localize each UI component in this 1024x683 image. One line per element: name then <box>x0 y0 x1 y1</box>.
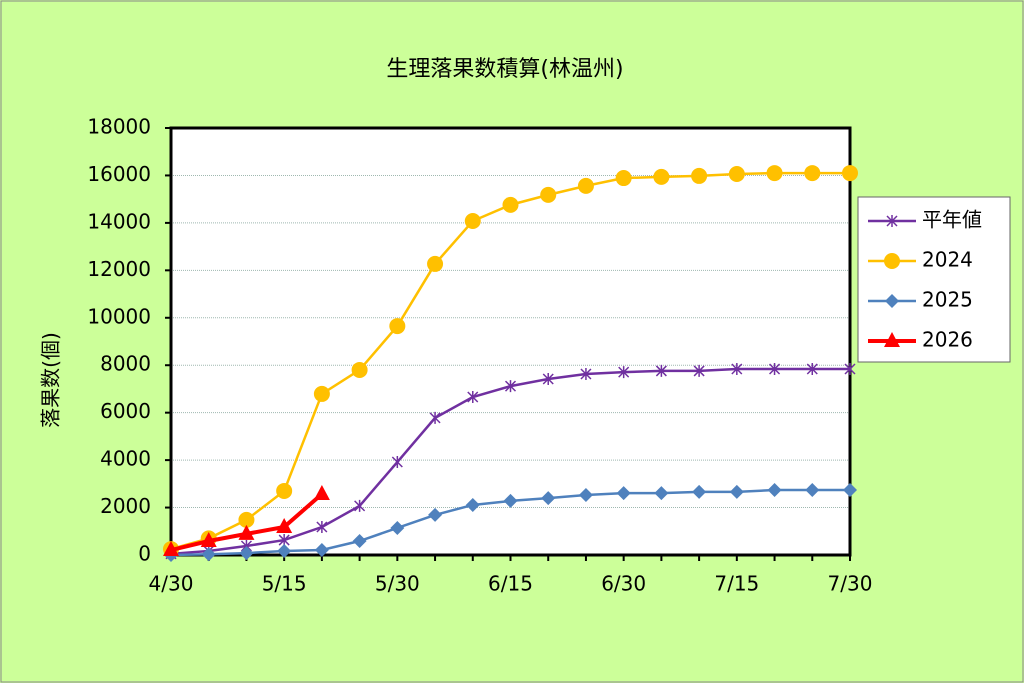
legend-label: 2026 <box>922 328 973 352</box>
marker <box>429 411 441 424</box>
marker <box>239 546 254 561</box>
marker <box>729 484 744 499</box>
y-tick-label: 8000 <box>100 352 151 376</box>
marker <box>313 385 330 402</box>
marker <box>354 499 366 512</box>
marker <box>276 518 293 534</box>
x-tick-label: 6/15 <box>488 572 533 596</box>
marker <box>503 493 518 508</box>
marker <box>843 483 857 498</box>
plot-border <box>169 126 852 557</box>
marker <box>391 456 403 469</box>
marker <box>885 294 899 308</box>
marker <box>728 166 745 183</box>
marker <box>692 484 707 499</box>
x-tick-label: 5/30 <box>375 572 420 596</box>
marker <box>769 363 781 376</box>
marker <box>276 482 293 499</box>
y-tick-label: 0 <box>138 542 151 566</box>
marker <box>427 255 444 272</box>
marker <box>464 212 481 229</box>
marker <box>580 367 592 380</box>
marker <box>654 486 669 501</box>
y-tick-label: 18000 <box>87 115 151 139</box>
y-axis-label: 落果数(個) <box>39 332 63 428</box>
marker <box>844 363 856 376</box>
x-tick-label: 7/15 <box>714 572 759 596</box>
marker <box>504 380 517 393</box>
marker <box>351 361 368 378</box>
marker <box>201 547 216 562</box>
legend-box <box>857 196 1011 363</box>
marker <box>886 215 898 227</box>
marker <box>618 366 630 379</box>
marker <box>428 507 443 522</box>
marker <box>693 364 705 377</box>
y-tick-label: 2000 <box>100 494 151 518</box>
marker <box>653 168 670 185</box>
marker <box>238 524 255 540</box>
marker <box>842 165 858 182</box>
marker <box>731 363 743 376</box>
marker <box>467 391 479 404</box>
marker <box>277 543 292 558</box>
marker <box>502 196 519 213</box>
marker <box>313 485 330 501</box>
x-tick-label: 4/30 <box>149 572 194 596</box>
y-tick-label: 10000 <box>87 304 151 328</box>
marker <box>390 520 405 535</box>
marker <box>884 332 900 347</box>
marker <box>541 491 556 506</box>
marker <box>352 534 367 549</box>
marker <box>805 483 820 498</box>
marker <box>615 170 632 187</box>
marker <box>578 487 593 502</box>
legend-label: 2024 <box>922 248 973 272</box>
marker <box>655 364 667 377</box>
marker <box>616 486 631 501</box>
marker <box>804 165 821 182</box>
y-tick-label: 16000 <box>87 162 151 186</box>
marker <box>542 372 554 385</box>
marker <box>465 497 480 512</box>
x-tick-label: 5/15 <box>262 572 307 596</box>
y-tick-label: 6000 <box>100 399 151 423</box>
marker <box>314 543 329 558</box>
marker <box>163 541 179 557</box>
y-tick-label: 12000 <box>87 257 151 281</box>
marker <box>884 253 900 269</box>
marker <box>806 363 818 376</box>
legend-label: 2025 <box>922 288 973 312</box>
marker <box>577 177 594 194</box>
marker <box>238 511 255 528</box>
marker <box>540 186 557 203</box>
chart-title: 生理落果数積算(林温州) <box>386 57 623 82</box>
marker <box>389 318 406 335</box>
marker <box>316 521 328 534</box>
marker <box>767 483 782 498</box>
legend-label: 平年値 <box>922 208 982 232</box>
y-tick-label: 14000 <box>87 209 151 233</box>
marker <box>691 167 708 184</box>
marker <box>200 532 217 548</box>
x-tick-label: 7/30 <box>828 572 873 596</box>
x-tick-label: 6/30 <box>601 572 646 596</box>
y-tick-label: 4000 <box>100 447 151 471</box>
marker <box>766 165 783 182</box>
